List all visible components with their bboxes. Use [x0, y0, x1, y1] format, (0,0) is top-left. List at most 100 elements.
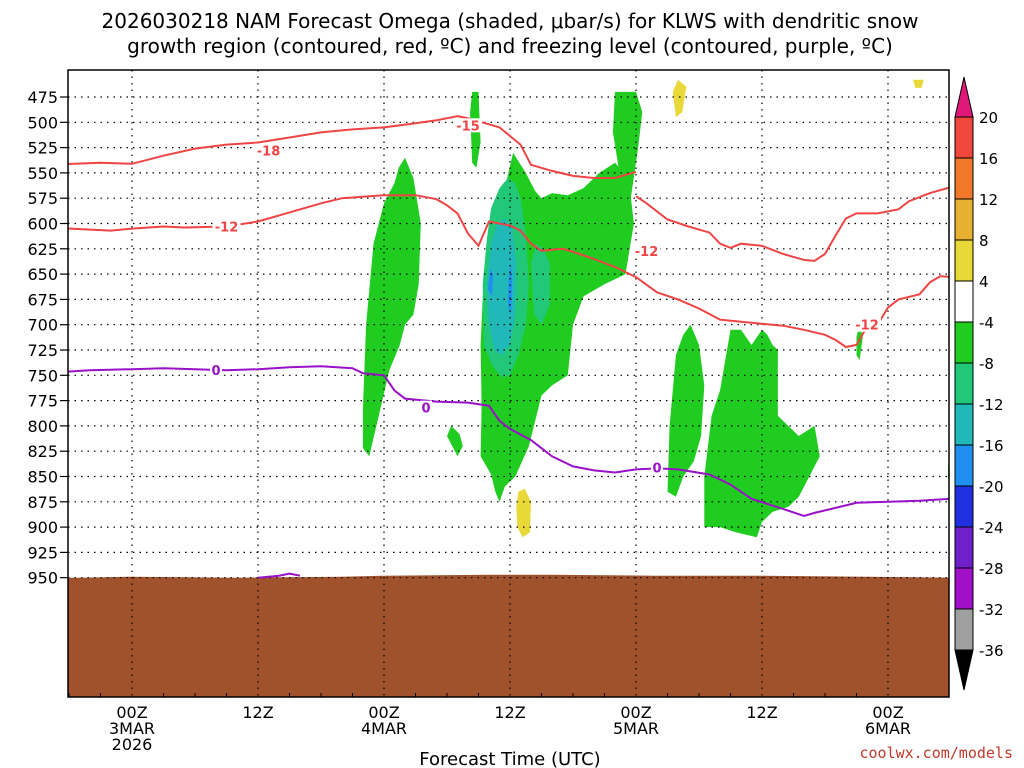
dgz-contour-label-bg-3: [632, 243, 661, 258]
colorbar-swatch-8: [954, 444, 974, 487]
x-tick-label-48-1: 00Z: [620, 703, 651, 722]
y-tick-label-750: 750: [27, 366, 58, 385]
dgz-contour-label-4: -12: [855, 319, 879, 334]
dgz-contour-label-bg-0: [254, 143, 283, 158]
dgz-contour-label-bg-2: [212, 219, 241, 234]
dgz-contour-label-2: -12: [215, 221, 239, 236]
freezing-contour-label-2: 0: [652, 461, 661, 476]
y-tick-label-725: 725: [27, 341, 58, 360]
x-tick-label-12-1: 12Z: [242, 703, 273, 722]
colorbar-label-4: 4: [979, 273, 989, 291]
chart-title-line2: growth region (contoured, red, ºC) and f…: [127, 34, 893, 58]
colorbar-swatch-1: [954, 157, 974, 200]
omega-region-15: [672, 79, 687, 118]
omega-region-7: [856, 324, 863, 361]
freezing-contour-label-bg-0: [210, 363, 222, 378]
y-tick-label-650: 650: [27, 265, 58, 284]
x-tick-label-0-2: 3MAR: [109, 719, 155, 738]
colorbar: 20 16 12 8 4 -4 -8 -12 -16 -20 -24 -28 -32 -36: [954, 76, 1004, 691]
colorbar-label-8: -16: [979, 437, 1004, 455]
omega-region-14: [516, 488, 531, 538]
colorbar-label-11: -28: [979, 560, 1004, 578]
x-tick-label-0-3: 2026: [112, 735, 153, 754]
y-tick-label-525: 525: [27, 139, 58, 158]
y-tick-label-950: 950: [27, 569, 58, 588]
dgz-contour-line-3: [635, 186, 949, 262]
colorbar-swatch-11: [954, 567, 974, 610]
colorbar-swatch-3: [954, 239, 974, 282]
omega-region-11: [486, 218, 517, 356]
plot-frame: [67, 69, 950, 698]
dgz-contour-line-0: [68, 115, 637, 179]
freezing-contour-label-bg-1: [420, 400, 432, 415]
omega-region-3: [612, 91, 643, 199]
colorbar-label-10: -24: [979, 519, 1004, 537]
contour-layer: [68, 115, 949, 579]
grid-layer: [68, 70, 949, 697]
x-tick-label-60-1: 12Z: [746, 703, 777, 722]
x-tick-label-72-2: 6MAR: [865, 719, 911, 738]
x-tick-label-72-1: 00Z: [872, 703, 903, 722]
colorbar-label-0: 20: [979, 109, 998, 127]
y-tick-label-825: 825: [27, 442, 58, 461]
contour-label-layer: -18 -15 -12 -12 -12 0 0 0: [210, 118, 881, 476]
x-axis-label: Forecast Time (UTC): [419, 749, 600, 768]
omega-region-4: [447, 425, 463, 457]
y-tick-label-850: 850: [27, 468, 58, 487]
colorbar-swatch-9: [954, 485, 974, 528]
colorbar-bottom-arrow: [954, 649, 974, 691]
y-tick-label-625: 625: [27, 240, 58, 259]
omega-region-5: [667, 324, 705, 497]
omega-region-12: [487, 269, 494, 297]
colorbar-label-6: -8: [979, 355, 994, 373]
y-tick-label-600: 600: [27, 215, 58, 234]
colorbar-label-12: -32: [979, 601, 1004, 619]
colorbar-swatch-10: [954, 526, 974, 569]
x-tick-label-24-2: 4MAR: [361, 719, 407, 738]
x-tick-label-36-1: 12Z: [494, 703, 525, 722]
colorbar-label-1: 16: [979, 150, 998, 168]
y-tick-label-875: 875: [27, 493, 58, 512]
freezing-contour-label-0: 0: [211, 364, 220, 379]
colorbar-swatch-6: [954, 362, 974, 405]
y-tick-label-550: 550: [27, 164, 58, 183]
y-tick-label-575: 575: [27, 189, 58, 208]
y-tick-label-700: 700: [27, 316, 58, 335]
plot-area: -18 -15 -12 -12 -12 0 0 0: [67, 69, 950, 698]
colorbar-label-13: -36: [979, 642, 1004, 660]
dgz-contour-label-0: -18: [257, 145, 281, 160]
colorbar-label-5: -4: [979, 314, 994, 332]
colorbar-swatch-0: [954, 116, 974, 159]
omega-region-13: [507, 264, 513, 315]
colorbar-swatch-12: [954, 608, 974, 651]
dgz-contour-line-1: [457, 115, 469, 120]
colorbar-label-2: 12: [979, 191, 998, 209]
y-tick-label-475: 475: [27, 88, 58, 107]
omega-region-10: [531, 243, 550, 325]
dgz-contour-label-bg-4: [853, 317, 881, 332]
freezing-contour-label-1: 0: [421, 402, 430, 417]
omega-region-16: [913, 79, 924, 88]
dgz-contour-label-1: -15: [456, 119, 480, 134]
freezing-contour-line-3: [257, 572, 301, 579]
colorbar-label-7: -12: [979, 396, 1004, 414]
y-tick-label-775: 775: [27, 392, 58, 411]
y-tick-label-500: 500: [27, 113, 58, 132]
y-tick-label-925: 925: [27, 543, 58, 562]
colorbar-swatch-5: [954, 321, 974, 364]
credit-text: coolwx.com/models: [859, 744, 1013, 762]
colorbar-top-arrow: [954, 76, 974, 118]
colorbar-label-3: 8: [979, 232, 989, 250]
chart-title-line1: 2026030218 NAM Forecast Omega (shaded, μ…: [102, 9, 919, 33]
y-tick-label-800: 800: [27, 417, 58, 436]
colorbar-swatch-2: [954, 198, 974, 241]
dgz-contour-line-2: [68, 194, 857, 349]
colorbar-swatch-4: [954, 280, 974, 323]
freezing-contour-line-0: [68, 365, 949, 518]
freezing-contour-label-bg-2: [651, 460, 663, 475]
y-tick-label-900: 900: [27, 518, 58, 537]
colorbar-swatch-7: [954, 403, 974, 446]
colorbar-label-9: -20: [979, 478, 1004, 496]
